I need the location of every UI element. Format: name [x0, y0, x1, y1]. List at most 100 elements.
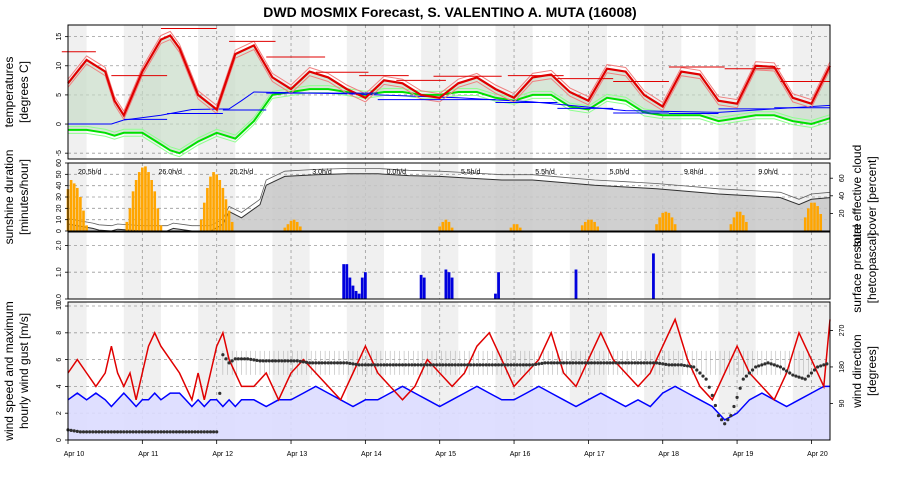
- wind-direction-dot: [119, 430, 123, 434]
- sunshine-bar: [125, 221, 129, 231]
- wind-direction-dot: [794, 374, 798, 378]
- sunshine-bar: [79, 197, 82, 231]
- wind-direction-dot: [757, 364, 761, 368]
- wind-direction-dot: [797, 375, 801, 379]
- wind-direction-dot: [543, 361, 547, 365]
- sunshine-bar: [215, 174, 218, 231]
- wind-direction-dot: [218, 391, 222, 395]
- temperature-line: [67, 34, 831, 118]
- wind-direction-dot: [658, 361, 662, 365]
- wind-direction-dot: [156, 430, 160, 434]
- wind-direction-dot: [772, 363, 776, 367]
- sunshine-bar: [206, 187, 209, 231]
- wind-direction-dot: [596, 361, 600, 365]
- wind-direction-dot: [190, 430, 194, 434]
- wind-direction-dot: [642, 361, 646, 365]
- wind-direction-dot: [400, 363, 405, 367]
- wind-direction-dot: [308, 361, 312, 365]
- wind-direction-dot: [763, 362, 767, 366]
- wind-direction-dot: [233, 357, 237, 361]
- wind-direction-dot: [314, 361, 318, 365]
- precipitation-bar: [652, 253, 655, 299]
- wind-direction-dot: [267, 359, 271, 363]
- daily-sunshine-label: 9.0h/d: [758, 169, 778, 176]
- wind-direction-dot: [435, 363, 439, 367]
- wind-direction-dot: [565, 361, 569, 365]
- wind-direction-dot: [246, 357, 250, 361]
- sunshine-bar: [141, 167, 144, 231]
- wind-direction-dot: [754, 365, 758, 369]
- sunshine-bar: [131, 191, 135, 231]
- date-tick-label: Apr 15: [435, 451, 456, 458]
- sunshine-bar: [735, 211, 739, 231]
- wind-direction-dot: [735, 395, 739, 399]
- wind-direction-dot: [478, 363, 482, 367]
- wind-direction-dot: [503, 363, 507, 367]
- sunshine-bar: [227, 210, 231, 231]
- precipitation-bar: [447, 272, 451, 299]
- wind-direction-dot: [685, 364, 690, 368]
- precipitation-bar: [444, 269, 448, 299]
- wind-direction-dot: [534, 362, 538, 367]
- wind-direction-dot: [788, 371, 792, 375]
- wind-direction-dot: [81, 430, 86, 434]
- wind-direction-dot: [283, 359, 287, 363]
- sunshine-bar: [515, 224, 519, 231]
- wind-direction-dot: [701, 374, 705, 378]
- precipitation-bar: [494, 293, 497, 299]
- wind-direction-dot: [153, 430, 157, 434]
- wind-direction-dot: [357, 363, 361, 367]
- precipitation-bar: [450, 277, 454, 299]
- wind-direction-dot: [211, 430, 216, 434]
- wind-direction-dot: [639, 361, 643, 365]
- blue-temperature-line: [68, 91, 831, 125]
- wind-direction-dot: [698, 371, 702, 375]
- date-tick-label: Apr 16: [510, 451, 531, 458]
- temp-tick-label: 10: [56, 62, 63, 70]
- wind-direction-dot: [496, 363, 501, 367]
- wind-direction-dot: [689, 364, 693, 369]
- data-layer: [61, 27, 831, 440]
- wind-direction-dot: [128, 430, 132, 434]
- wind-direction-dot: [84, 430, 89, 434]
- wind-direction-dot: [611, 361, 615, 365]
- wind-direction-dot: [608, 361, 612, 365]
- wind-direction-dot: [320, 361, 324, 365]
- sunshine-bar: [819, 214, 823, 231]
- date-tick-label: Apr 17: [584, 451, 605, 458]
- sun-tick-label: 60: [56, 159, 63, 167]
- sunshine-bar: [658, 217, 661, 231]
- wind-direction-dot: [304, 360, 309, 364]
- wind-direction-dot: [162, 430, 166, 434]
- dew-point-lower: [68, 92, 831, 158]
- date-tick-label: Apr 20: [807, 451, 828, 458]
- wind-direction-dot: [69, 428, 73, 432]
- sunshine-bar: [813, 202, 816, 231]
- daily-sunshine-label: 26.0h/d: [159, 169, 182, 176]
- wind-direction-dot: [174, 430, 179, 434]
- wind-direction-dot: [710, 393, 714, 397]
- wind-direction-dot: [394, 363, 398, 367]
- wind-direction-dot: [809, 371, 814, 375]
- wind-direction-dot: [100, 430, 104, 434]
- sunshine-bar: [587, 219, 590, 231]
- date-tick-label: Apr 19: [733, 451, 754, 458]
- wind-direction-dot: [500, 363, 504, 367]
- wind-direction-dot: [769, 362, 773, 366]
- sunshine-bar: [147, 172, 150, 231]
- wind-direction-dot: [558, 361, 563, 365]
- wind-direction-dot: [592, 361, 597, 365]
- wind-direction-dot: [800, 376, 804, 380]
- wind-direction-dot: [819, 364, 823, 368]
- wind-direction-dot: [181, 430, 185, 434]
- precipitation-bar: [348, 277, 352, 299]
- wind-direction-dot: [193, 430, 197, 434]
- wind-direction-dot: [419, 363, 423, 367]
- direction-tick-label: 270: [839, 324, 846, 336]
- wind-direction-dot: [187, 430, 191, 434]
- precipitation-bar: [354, 290, 358, 299]
- wind-frame: [67, 301, 831, 441]
- wind-direction-dot: [648, 361, 652, 365]
- cloud-tick-label: 40: [839, 192, 846, 200]
- daily-sunshine-label: 20.2h/d: [230, 169, 253, 176]
